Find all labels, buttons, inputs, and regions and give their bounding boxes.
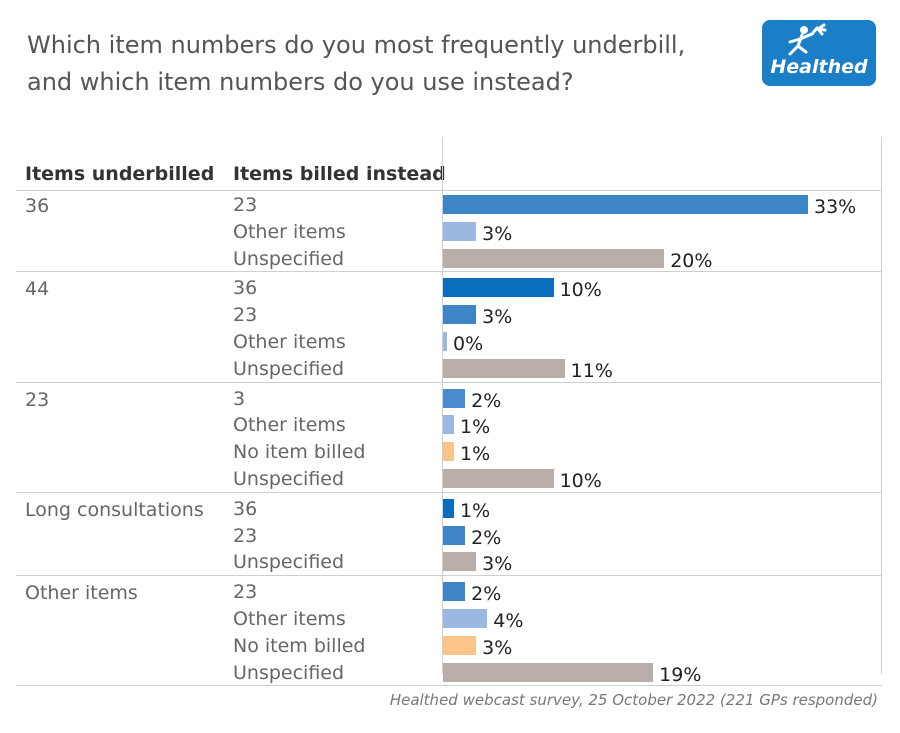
group-separator [16, 575, 882, 577]
group-separator [16, 381, 882, 383]
bar [443, 469, 554, 488]
bar [443, 332, 447, 351]
row-label: No item billed [233, 634, 366, 657]
value-label: 3% [482, 553, 513, 576]
value-label: 10% [559, 470, 602, 492]
bar [443, 221, 477, 241]
row-label: Unspecified [233, 357, 345, 380]
bar [443, 662, 654, 682]
bar [443, 635, 477, 655]
row-label: 36 [233, 497, 258, 520]
bar [443, 582, 466, 602]
bar-axis-right-border [881, 137, 882, 674]
value-label: 20% [670, 249, 713, 272]
row-label: Other items [233, 220, 346, 243]
group-separator [16, 491, 882, 493]
header-separator [16, 190, 882, 191]
value-label: 4% [493, 610, 524, 632]
chart-title: Which item numbers do you most frequentl… [27, 27, 685, 101]
row-label: No item billed [233, 441, 366, 464]
group-label: 23 [25, 388, 50, 411]
bar [443, 195, 808, 214]
group-label: 36 [25, 195, 50, 217]
row-label: Unspecified [233, 551, 345, 574]
value-label: 3% [482, 222, 513, 245]
bar [443, 552, 477, 572]
bar [443, 358, 565, 378]
healthed-logo: Healthed [762, 20, 876, 86]
row-label: Other items [233, 331, 346, 353]
group-separator [16, 271, 882, 273]
row-label: Unspecified [233, 661, 345, 684]
value-label: 2% [471, 389, 502, 412]
value-label: 1% [460, 499, 491, 522]
bar [443, 278, 554, 298]
bar [443, 415, 455, 435]
row-label: Unspecified [233, 468, 345, 490]
bar [443, 388, 466, 408]
value-label: 3% [482, 636, 513, 659]
value-label: 1% [460, 416, 491, 439]
value-label: 2% [471, 526, 502, 549]
bar-axis-left-border [442, 137, 443, 674]
group-label: Other items [25, 582, 138, 605]
header-items-billed-instead: Items billed instead [233, 163, 446, 185]
group-label: 44 [25, 278, 50, 301]
value-label: 3% [482, 306, 513, 329]
bar [443, 442, 455, 462]
bar [443, 525, 466, 545]
chart-title-line-2: and which item numbers do you use instea… [27, 68, 574, 96]
value-label: 0% [453, 333, 484, 355]
logo-wordmark: Healthed [770, 56, 868, 78]
bar [443, 609, 488, 628]
value-label: 19% [659, 663, 702, 686]
value-label: 2% [471, 583, 502, 606]
row-label: 23 [233, 524, 258, 547]
group-separator [16, 685, 882, 687]
running-figure-icon [788, 23, 827, 56]
group-label: Long consultations [25, 498, 204, 521]
row-label: Unspecified [233, 247, 345, 270]
row-label: Other items [233, 414, 346, 437]
bar [443, 498, 455, 518]
source-footnote: Healthed webcast survey, 25 October 2022… [389, 691, 878, 709]
row-label: Other items [233, 608, 346, 630]
row-label: 23 [233, 194, 258, 216]
row-label: 3 [233, 387, 246, 410]
value-label: 33% [814, 196, 857, 218]
row-label: 23 [233, 304, 258, 327]
bar [443, 305, 477, 325]
header-items-underbilled: Items underbilled [25, 163, 215, 185]
value-label: 1% [460, 443, 491, 466]
value-label: 10% [559, 279, 602, 302]
bar [443, 248, 665, 268]
row-label: 36 [233, 277, 258, 300]
row-label: 23 [233, 581, 258, 604]
chart-title-line-1: Which item numbers do you most frequentl… [27, 31, 686, 59]
value-label: 11% [570, 359, 613, 382]
